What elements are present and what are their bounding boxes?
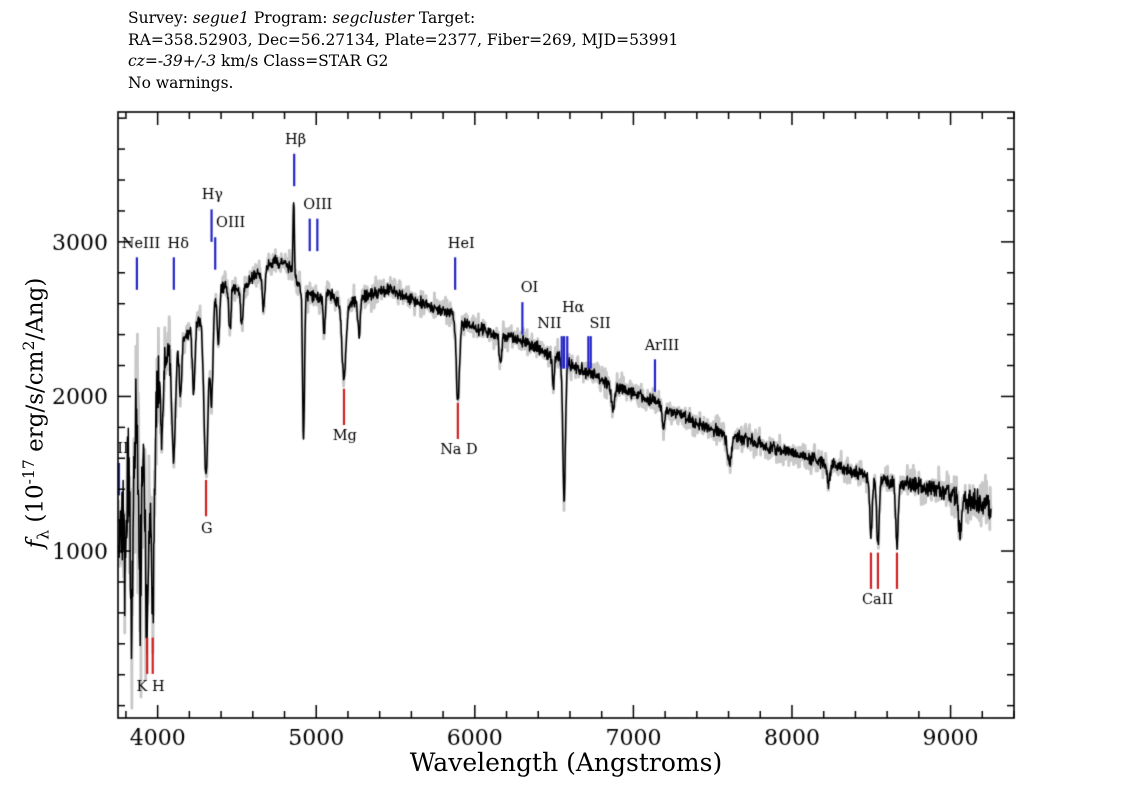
header-line-coordinates: RA=358.52903, Dec=56.27134, Plate=2377, … — [128, 30, 679, 49]
ylabel-exponent2: 2 — [19, 340, 38, 351]
program-name: segcluster — [332, 9, 414, 27]
cz-value: cz=-39+/-3 — [128, 52, 217, 70]
header-line-warnings: No warnings. — [128, 73, 234, 92]
y-axis-title: fλ (10-17 erg/s/cm2/Ang) — [14, 187, 52, 639]
header-line-survey: Survey: segue1 Program: segcluster Targe… — [128, 8, 678, 30]
plot-header: Survey: segue1 Program: segcluster Targe… — [128, 8, 678, 94]
survey-prefix: Survey: — [128, 9, 193, 27]
ylabel-open: (10 — [22, 484, 49, 530]
ylabel-units: erg/s/cm — [22, 350, 49, 460]
ylabel-exponent: -17 — [19, 459, 38, 485]
flux-symbol: f — [22, 539, 49, 549]
x-axis-title: Wavelength (Angstroms) — [409, 748, 723, 777]
ylabel-close: /Ang) — [22, 277, 49, 341]
survey-name: segue1 — [192, 9, 249, 27]
target-label: Target: — [413, 9, 476, 27]
class-value: km/s Class=STAR G2 — [216, 52, 389, 70]
flux-subscript-lambda: λ — [33, 529, 53, 540]
header-line-classification: cz=-39+/-3 km/s Class=STAR G2 — [128, 51, 678, 73]
program-prefix: Program: — [248, 9, 333, 27]
